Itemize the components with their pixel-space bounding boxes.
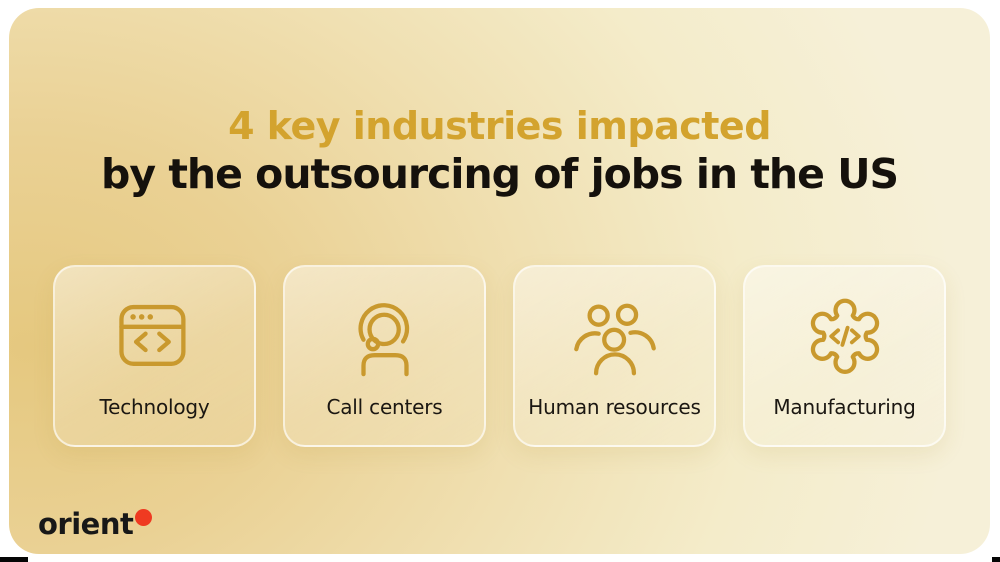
title-block: 4 key industries impacted by the outsour… bbox=[9, 104, 990, 199]
title-line-main: by the outsourcing of jobs in the US bbox=[100, 149, 899, 198]
gear-code-icon bbox=[802, 295, 888, 381]
orient-logo-dot-icon bbox=[135, 509, 153, 526]
people-group-icon bbox=[572, 295, 658, 381]
headset-agent-icon bbox=[342, 295, 428, 381]
infographic-panel: 4 key industries impacted by the outsour… bbox=[9, 8, 990, 554]
card-label: Call centers bbox=[326, 395, 443, 419]
card-technology: Technology bbox=[53, 265, 256, 447]
bottom-right-black-bar bbox=[992, 557, 1000, 562]
title-line-accent: 4 key industries impacted bbox=[228, 104, 771, 148]
industry-cards-row: Technology Call centers bbox=[9, 265, 990, 447]
card-human-resources: Human resources bbox=[513, 265, 716, 447]
browser-code-icon bbox=[112, 295, 198, 381]
card-manufacturing: Manufacturing bbox=[743, 265, 946, 447]
card-label: Human resources bbox=[528, 395, 701, 419]
orient-logo-text: orient bbox=[38, 507, 134, 541]
card-label: Manufacturing bbox=[773, 395, 916, 419]
card-label: Technology bbox=[99, 395, 210, 419]
bottom-left-black-bar bbox=[0, 557, 28, 562]
orient-logo: orient bbox=[38, 507, 153, 541]
card-call-centers: Call centers bbox=[283, 265, 486, 447]
